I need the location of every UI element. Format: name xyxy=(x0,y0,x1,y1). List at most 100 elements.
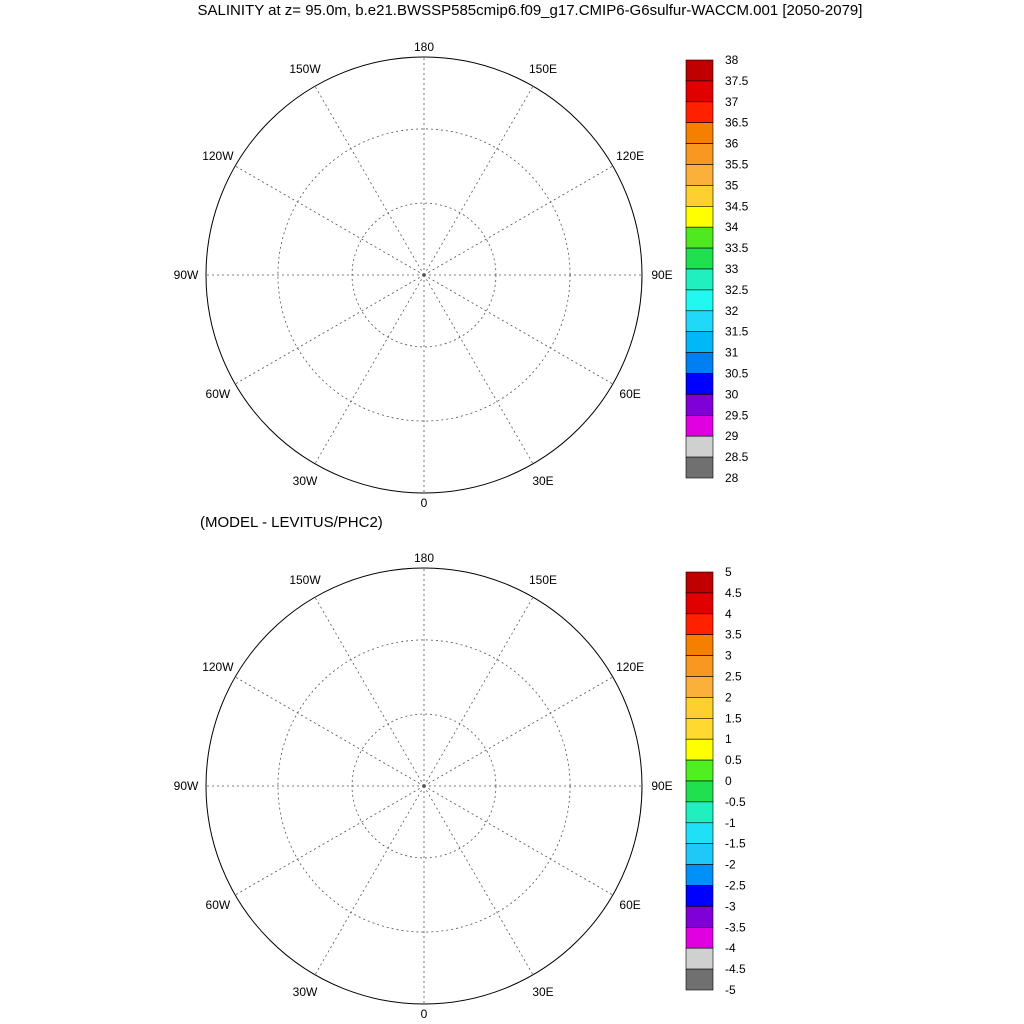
colorbar-swatch xyxy=(685,571,714,594)
colorbar-swatch xyxy=(685,122,714,144)
region-barents xyxy=(449,821,534,916)
colorbar-label: 30.5 xyxy=(725,367,749,381)
longitude-label: 90E xyxy=(651,779,672,793)
colorbar-swatch xyxy=(685,697,714,719)
meridian-line xyxy=(423,676,613,787)
colorbar-swatch xyxy=(685,676,714,698)
land-america xyxy=(206,65,384,385)
longitude-label: 0 xyxy=(421,496,428,510)
land-america xyxy=(206,576,384,896)
longitude-label: 150E xyxy=(529,573,557,587)
colorbar-label: -5 xyxy=(725,983,736,997)
colorbar-label: 33 xyxy=(725,262,739,276)
region-labrador xyxy=(234,345,354,400)
region-basin xyxy=(324,662,514,856)
colorbar-label: 0.5 xyxy=(725,753,742,767)
colorbar-swatch xyxy=(685,947,714,970)
meridian-line xyxy=(314,597,425,787)
colorbar-swatch xyxy=(685,268,714,291)
land-eurasia xyxy=(464,626,642,1004)
region-labrador xyxy=(234,856,354,911)
colorbar-label: 0 xyxy=(725,774,732,788)
longitude-label: 120W xyxy=(202,149,234,163)
colorbar-label: -4.5 xyxy=(725,962,746,976)
longitude-label: 30E xyxy=(532,985,553,999)
colorbar-swatch xyxy=(685,226,714,249)
colorbar-label: 34 xyxy=(725,220,739,234)
colorbar-label: -4 xyxy=(725,941,736,955)
colorbar-label: 1.5 xyxy=(725,711,742,725)
colorbar-swatch xyxy=(685,759,714,782)
longitude-label: 120E xyxy=(616,149,644,163)
region-baffin xyxy=(229,295,304,370)
meridian-line xyxy=(235,165,425,276)
colorbar-label: 2.5 xyxy=(725,670,742,684)
colorbar-swatch xyxy=(685,59,714,82)
meridian-line xyxy=(314,785,425,975)
meridian-line xyxy=(423,785,613,896)
colorbar-label: -2.5 xyxy=(725,879,746,893)
map-panel-model-minus-levitus: 180 150E 120E 90E 60E 30E 0 30W 60W 90W 120W 150W 5 4… xyxy=(174,551,746,1021)
longitude-label: 120E xyxy=(616,660,644,674)
colorbar-label: 31 xyxy=(725,346,739,360)
colorbar-swatch xyxy=(685,926,714,949)
colorbar-label: 4 xyxy=(725,607,732,621)
colorbar-label: 38 xyxy=(725,53,739,67)
meridian-line xyxy=(314,86,425,276)
colorbar-label: 35 xyxy=(725,178,739,192)
colorbar-label: -0.5 xyxy=(725,795,746,809)
figure-title: SALINITY at z= 95.0m, b.e21.BWSSP585cmip… xyxy=(197,2,863,19)
region-front2 xyxy=(399,235,524,415)
map-border xyxy=(205,567,643,1005)
meridian-line xyxy=(235,274,425,385)
longitude-label: 30W xyxy=(293,474,318,488)
region-front3 xyxy=(279,801,544,951)
land-greenland xyxy=(289,806,424,931)
colorbar-swatch xyxy=(685,435,714,458)
colorbar-label: 28.5 xyxy=(725,450,749,464)
colorbar-label: 36 xyxy=(725,137,739,151)
colorbar-swatch xyxy=(685,394,714,416)
region-basin xyxy=(324,151,514,345)
region-barents xyxy=(449,310,534,405)
colorbar-swatch xyxy=(685,780,714,803)
region-channels xyxy=(254,215,329,310)
colorbar-swatch xyxy=(685,822,714,844)
region-front2 xyxy=(399,746,524,926)
land-svalbard xyxy=(454,856,484,891)
colorbar-swatch xyxy=(685,185,714,207)
colorbar: 38 37.5 37 36.5 36 35.5 35 34.5 34 33.5 33 32.5 32 31… xyxy=(685,53,749,485)
colorbar-label: 35.5 xyxy=(725,158,749,172)
colorbar-swatch xyxy=(685,864,714,886)
meridian-line xyxy=(235,676,425,787)
colorbar-swatch xyxy=(685,655,714,677)
meridian-line xyxy=(423,274,534,464)
colorbar-swatch xyxy=(685,373,714,395)
colorbar-swatch xyxy=(685,634,714,656)
longitude-label: 150W xyxy=(289,62,321,76)
land-eurasia xyxy=(630,332,643,494)
region-baffin xyxy=(229,806,304,881)
colorbar-label: 32 xyxy=(725,304,739,318)
colorbar-swatch xyxy=(685,247,714,270)
region-front3 xyxy=(279,290,544,440)
region-canada-basin-core xyxy=(344,157,449,250)
region-nordic xyxy=(294,896,504,1001)
longitude-label: 60W xyxy=(206,898,231,912)
meridian-line xyxy=(423,165,613,276)
land-greenland xyxy=(289,295,424,420)
colorbar-label: -3 xyxy=(725,899,736,913)
colorbar-swatch xyxy=(685,80,714,103)
longitude-label: 150E xyxy=(529,62,557,76)
longitude-label: 180 xyxy=(414,551,434,565)
longitude-label: 180 xyxy=(414,40,434,54)
colorbar-swatch xyxy=(685,968,714,991)
longitude-label: 60W xyxy=(206,387,231,401)
longitude-label: 60E xyxy=(619,387,640,401)
region-channels xyxy=(254,726,329,821)
graticule xyxy=(206,57,642,493)
colorbar-swatch xyxy=(685,906,714,928)
longitude-label: 90W xyxy=(174,268,199,282)
map-border xyxy=(205,56,643,494)
colorbar-label: 4.5 xyxy=(725,586,742,600)
